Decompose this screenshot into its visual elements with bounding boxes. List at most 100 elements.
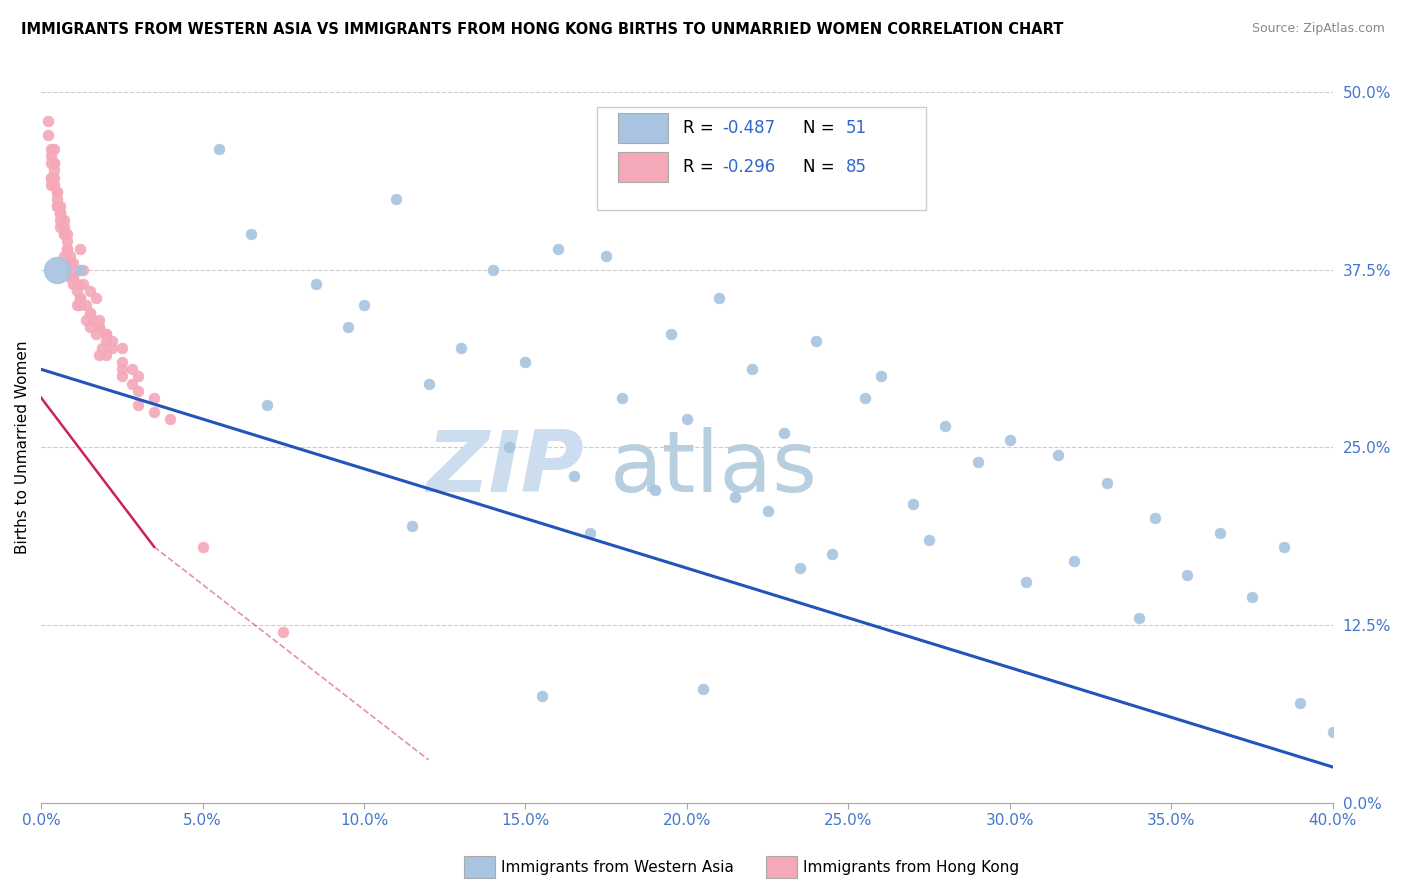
Point	[934, 419, 956, 434]
Point	[191, 540, 214, 554]
Point	[52, 213, 75, 227]
Point	[1144, 511, 1167, 525]
Point	[49, 213, 72, 227]
Point	[42, 163, 65, 178]
Point	[89, 312, 111, 326]
Text: atlas: atlas	[609, 427, 817, 510]
FancyBboxPatch shape	[619, 113, 668, 143]
Point	[39, 170, 62, 185]
Point	[1128, 611, 1150, 625]
Point	[79, 284, 101, 298]
Point	[94, 334, 117, 348]
Text: R =: R =	[683, 119, 718, 136]
Point	[271, 625, 294, 640]
Point	[789, 561, 811, 575]
Point	[111, 355, 134, 369]
Text: IMMIGRANTS FROM WESTERN ASIA VS IMMIGRANTS FROM HONG KONG BIRTHS TO UNMARRIED WO: IMMIGRANTS FROM WESTERN ASIA VS IMMIGRAN…	[21, 22, 1063, 37]
Point	[79, 305, 101, 319]
Point	[69, 242, 91, 256]
Point	[1063, 554, 1085, 568]
Point	[69, 298, 91, 312]
Point	[79, 319, 101, 334]
Point	[46, 263, 69, 277]
Point	[46, 199, 69, 213]
Point	[56, 227, 79, 242]
Point	[66, 298, 89, 312]
Point	[498, 441, 520, 455]
Point	[143, 391, 166, 405]
Point	[39, 178, 62, 192]
Point	[69, 263, 91, 277]
Point	[127, 369, 149, 384]
Point	[56, 242, 79, 256]
Point	[89, 319, 111, 334]
Point	[49, 199, 72, 213]
Point	[56, 235, 79, 249]
Point	[240, 227, 263, 242]
Point	[39, 156, 62, 170]
Text: 51: 51	[846, 119, 868, 136]
Point	[75, 298, 97, 312]
Point	[1272, 540, 1295, 554]
Point	[644, 483, 666, 497]
Point	[482, 263, 505, 277]
Point	[595, 249, 617, 263]
Point	[42, 178, 65, 192]
Point	[515, 355, 537, 369]
Point	[804, 334, 827, 348]
Point	[612, 391, 634, 405]
Point	[49, 206, 72, 220]
Point	[62, 270, 84, 285]
Point	[66, 277, 89, 292]
Point	[353, 298, 375, 312]
Point	[121, 362, 143, 376]
Point	[69, 291, 91, 305]
Point	[49, 206, 72, 220]
Point	[49, 220, 72, 235]
Point	[772, 426, 794, 441]
Text: R =: R =	[683, 158, 718, 176]
Point	[72, 277, 94, 292]
Point	[111, 369, 134, 384]
Point	[530, 689, 553, 703]
Point	[52, 227, 75, 242]
Point	[1322, 724, 1344, 739]
Point	[42, 156, 65, 170]
Point	[79, 305, 101, 319]
Point	[66, 284, 89, 298]
Point	[692, 681, 714, 696]
Point	[101, 334, 124, 348]
Point	[56, 242, 79, 256]
Point	[659, 326, 682, 341]
Point	[62, 263, 84, 277]
Text: ZIP: ZIP	[426, 427, 583, 510]
Point	[709, 291, 731, 305]
Point	[853, 391, 876, 405]
Point	[918, 533, 941, 547]
Point	[59, 256, 82, 270]
Point	[72, 263, 94, 277]
Point	[37, 113, 59, 128]
Point	[159, 412, 181, 426]
Point	[121, 376, 143, 391]
Point	[821, 547, 844, 561]
Point	[547, 242, 569, 256]
Point	[42, 170, 65, 185]
Text: N =: N =	[803, 158, 839, 176]
Point	[59, 249, 82, 263]
Point	[111, 341, 134, 355]
Point	[39, 170, 62, 185]
Point	[94, 326, 117, 341]
Point	[39, 142, 62, 156]
Text: -0.296: -0.296	[721, 158, 775, 176]
Point	[418, 376, 440, 391]
Point	[89, 348, 111, 362]
Point	[127, 384, 149, 398]
Point	[336, 319, 359, 334]
Y-axis label: Births to Unmarried Women: Births to Unmarried Women	[15, 341, 30, 554]
Point	[966, 455, 988, 469]
Point	[101, 341, 124, 355]
Point	[37, 128, 59, 142]
Point	[724, 490, 747, 504]
Point	[91, 341, 114, 355]
